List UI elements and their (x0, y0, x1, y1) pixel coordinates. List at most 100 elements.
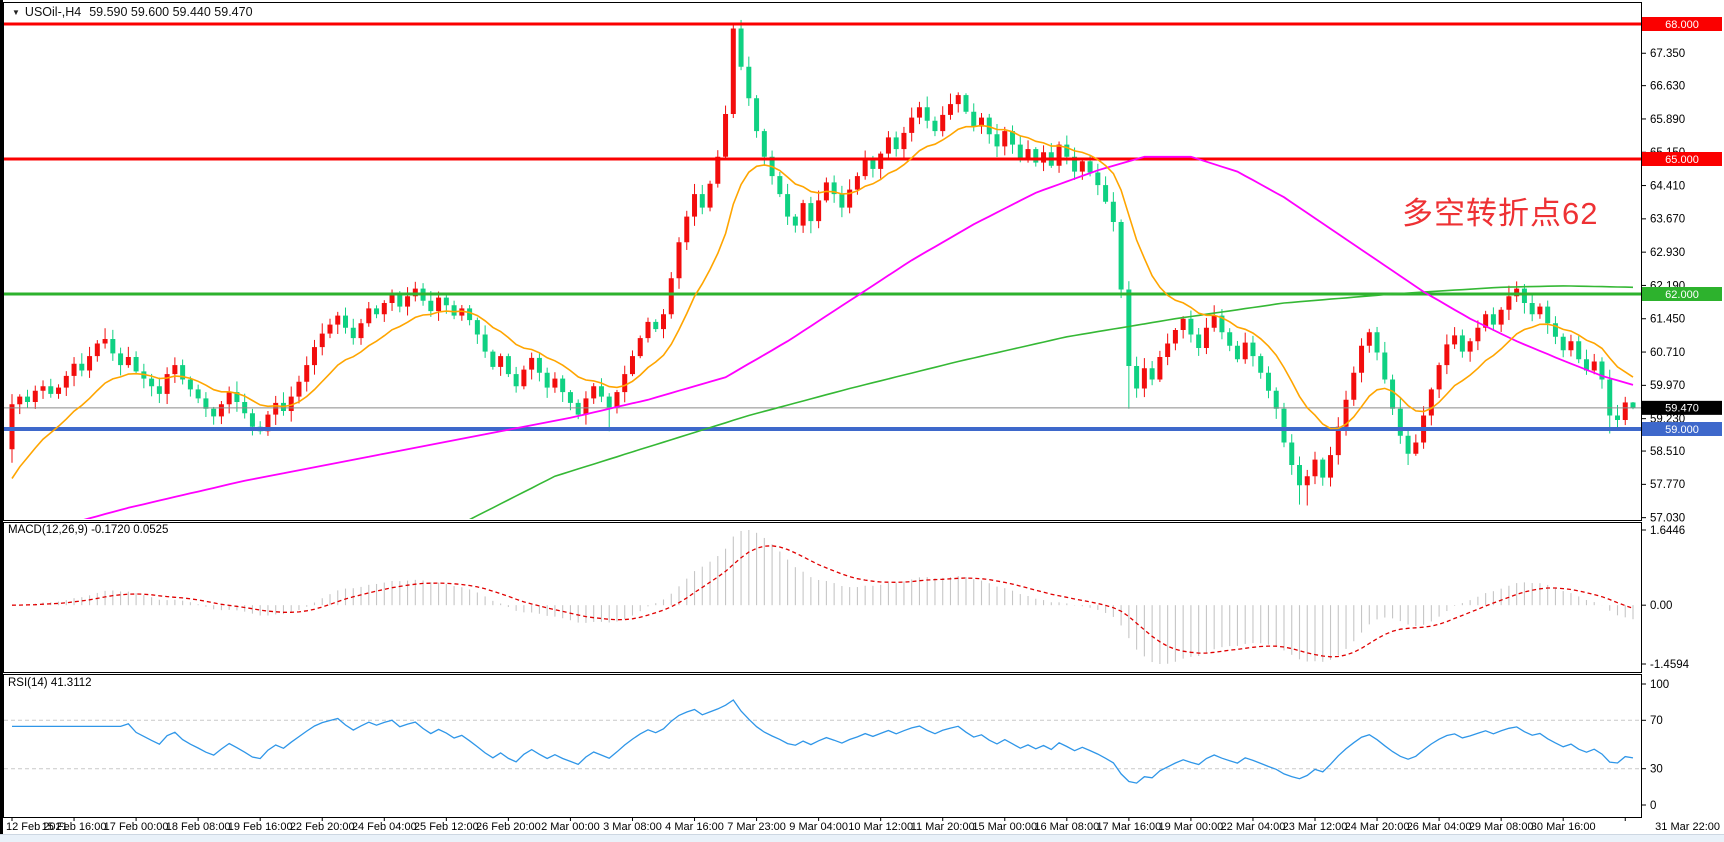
price-axis-label: 57.030 (1650, 512, 1685, 524)
candle-body (1498, 309, 1504, 325)
candle-body (125, 357, 131, 366)
candle-body (629, 356, 635, 375)
candle-body (389, 294, 395, 303)
candle-body (885, 137, 891, 154)
candle-body (1203, 327, 1209, 348)
candle-body (1010, 131, 1016, 145)
candle-body (366, 308, 372, 324)
candle-body (1374, 332, 1380, 353)
candle-body (498, 356, 504, 367)
candle-body (1366, 332, 1372, 346)
candle-body (746, 66, 752, 99)
candle-body (963, 95, 969, 112)
candle-body (490, 351, 496, 367)
symbol-dropdown-icon[interactable]: ▼ (12, 8, 20, 17)
candle-body (118, 353, 124, 366)
ma-orange-fast (11, 124, 1634, 479)
candle-body (661, 314, 667, 330)
candle-body (1405, 435, 1411, 454)
time-axis-label: 24 Feb 04:00 (352, 821, 417, 833)
ma-magenta-mid (83, 155, 1634, 519)
candle-body (847, 189, 853, 208)
price-badge-68.000-bg (1642, 17, 1722, 31)
time-axis-label: 11 Mar 20:00 (911, 821, 975, 833)
candle-body (1359, 345, 1365, 373)
candle-body (1103, 185, 1109, 202)
candle-body (1382, 352, 1388, 380)
candle-body (451, 305, 457, 316)
candle-body (1265, 372, 1271, 391)
candle-body (1079, 161, 1085, 172)
rsi-pane[interactable] (3, 674, 1642, 818)
candle-body (505, 356, 511, 375)
time-axis-label: 26 Feb 20:00 (476, 821, 541, 833)
candle-body (1444, 344, 1450, 366)
candle-body (1296, 465, 1302, 486)
candle-body (637, 338, 643, 357)
time-axis-label: 31 Mar 22:00 (1655, 821, 1720, 833)
main-chart-pane[interactable] (3, 2, 1642, 521)
macd-axis-max: 1.6446 (1650, 525, 1685, 537)
time-axis-label: 17 Mar 16:00 (1096, 821, 1161, 833)
candle-body (1095, 172, 1101, 186)
candle-body (955, 95, 961, 105)
candle-body (436, 297, 442, 312)
candle-body (692, 194, 698, 217)
candle-body (1056, 144, 1062, 166)
candle-body (226, 392, 232, 405)
candle-body (187, 379, 193, 390)
candle-body (761, 131, 767, 157)
candle-body (1413, 442, 1419, 454)
moving-averages (11, 124, 1634, 519)
candle-body (1583, 359, 1589, 371)
candle-body (1591, 361, 1597, 371)
candle-body (1118, 222, 1124, 290)
candle-body (1576, 341, 1582, 360)
candle-body (1552, 323, 1558, 337)
candle-body (1149, 368, 1155, 380)
candle-body (552, 378, 558, 388)
macd-pane[interactable] (3, 522, 1642, 673)
time-axis-label: 19 Feb 16:00 (228, 821, 293, 833)
price-badge-59.000-bg (1642, 422, 1722, 436)
candle-body (17, 396, 23, 405)
candle-body (265, 414, 271, 432)
rsi-plot (4, 699, 1641, 784)
time-axis-label: 15 Feb 16:00 (42, 821, 107, 833)
candle-body (1397, 408, 1403, 436)
candle-body (1506, 296, 1512, 310)
candle-body (1452, 335, 1458, 345)
candle-body (1614, 415, 1620, 420)
candle-body (1227, 332, 1233, 346)
price-badge-68.000: 68.000 (1665, 19, 1699, 31)
macd-axis-min: -1.4594 (1650, 659, 1690, 671)
current-price-badge-bg (1642, 400, 1722, 415)
candle-body (1351, 372, 1357, 400)
time-axis-label: 4 Mar 16:00 (665, 821, 724, 833)
candle-body (1134, 366, 1140, 389)
price-axis-label: 63.670 (1650, 214, 1685, 226)
candle-body (800, 203, 806, 226)
candle-body (350, 327, 356, 339)
candle-body (1180, 318, 1186, 330)
price-axis-label: 60.710 (1650, 347, 1685, 359)
candle-body (924, 107, 930, 121)
macd-axis-zero: 0.00 (1650, 600, 1672, 612)
time-axis-label: 26 Mar 04:00 (1407, 821, 1472, 833)
candle-body (474, 320, 480, 335)
candle-body (715, 156, 721, 184)
candle-body (893, 137, 899, 150)
candle-body (521, 369, 527, 387)
candle-body (1428, 389, 1434, 416)
candle-body (180, 365, 186, 380)
candle-body (785, 194, 791, 217)
price-axis-label: 64.410 (1650, 180, 1685, 192)
candle-body (606, 396, 612, 408)
time-axis-label: 22 Mar 04:00 (1221, 821, 1286, 833)
candle-body (1467, 341, 1473, 352)
time-axis-label: 19 Mar 00:00 (1158, 821, 1223, 833)
candle-body (979, 117, 984, 127)
candle-body (1599, 361, 1605, 380)
candle-body (529, 357, 535, 370)
